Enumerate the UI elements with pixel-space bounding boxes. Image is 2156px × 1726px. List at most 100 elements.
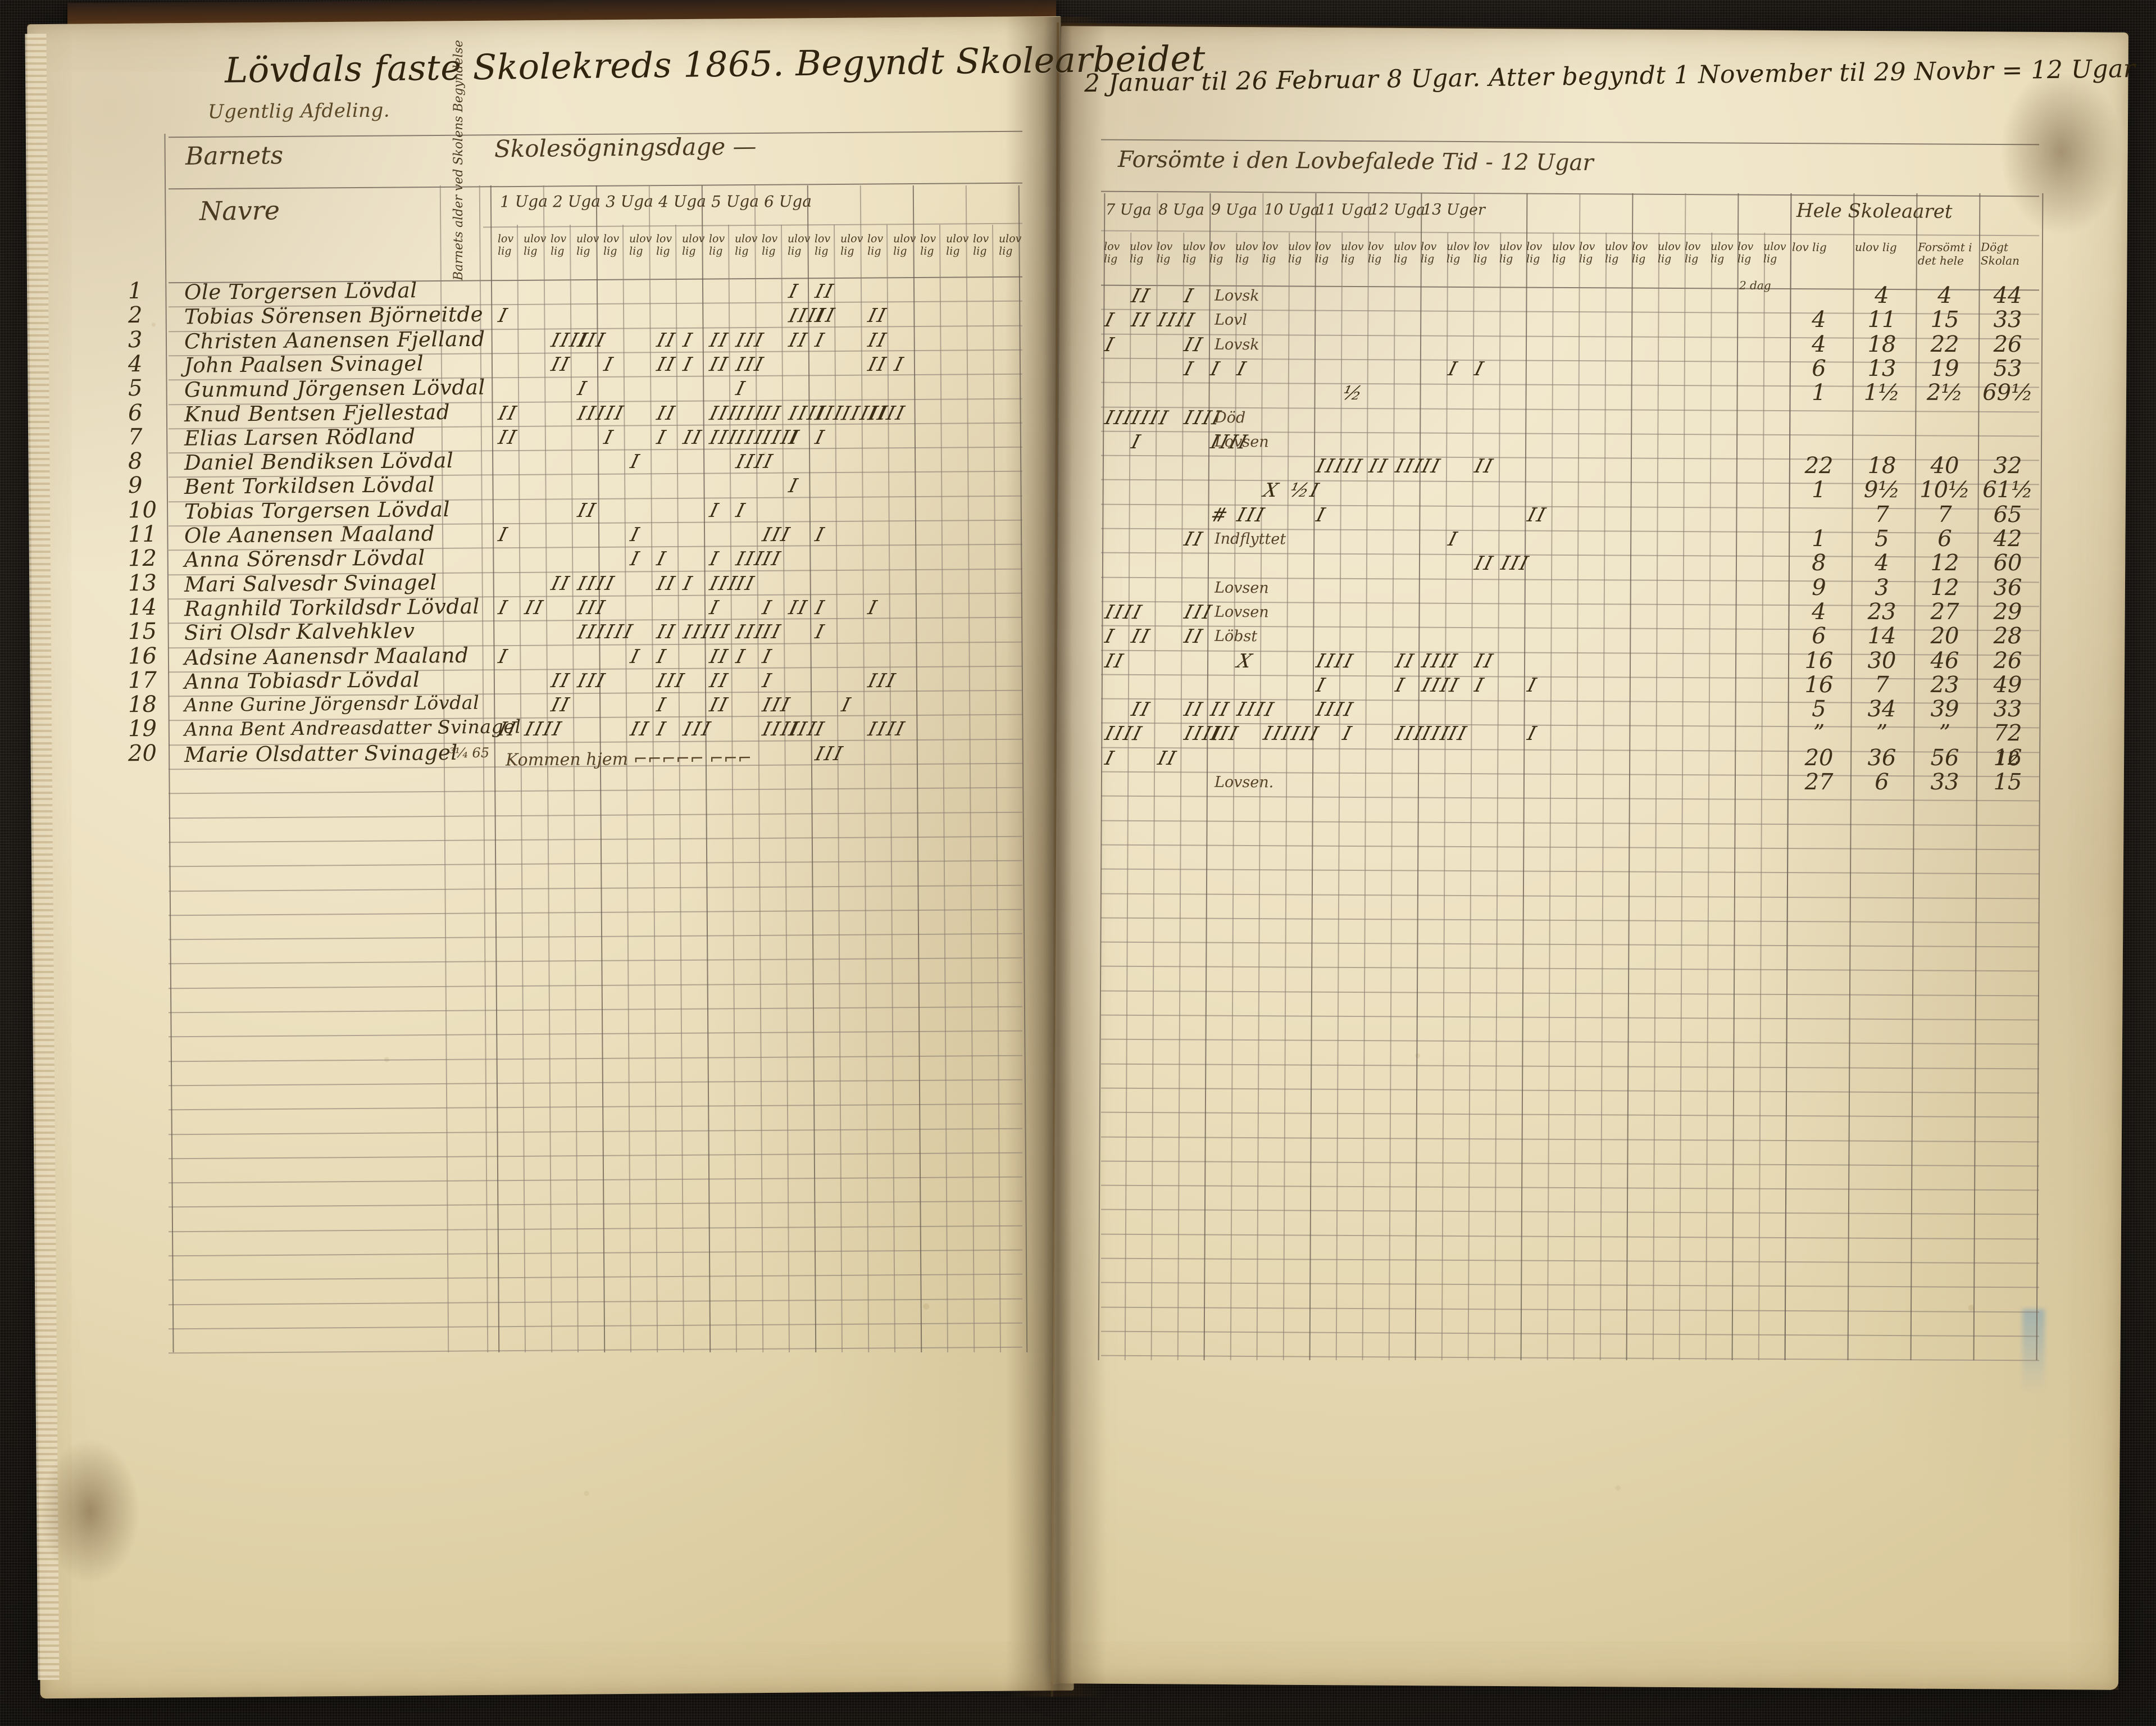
summary-value: 4 <box>1812 598 1826 625</box>
header-week-r13: 13 Uger <box>1422 201 1485 219</box>
summary-value: 20 <box>1930 623 1959 649</box>
absence-tally: III <box>1498 552 1532 575</box>
header-lawful-r7: lov lig <box>1103 240 1120 266</box>
summary-value: ” <box>1813 720 1825 747</box>
row-number: 14 <box>128 594 157 621</box>
row20-date: ³¹⁄₄ 65 <box>449 744 490 761</box>
summary-value: 4 <box>1812 331 1826 357</box>
header-lawful-1: lov lig <box>497 232 514 258</box>
absence-cell-note: Indflyttet <box>1214 530 1286 548</box>
absence-tally: IIII <box>1102 601 1145 624</box>
header-unlawful-r19: ulov lig <box>1763 240 1786 266</box>
row-number: 16 <box>128 643 157 669</box>
header-lawful-r18: lov lig <box>1684 240 1701 266</box>
absence-tally: IIIIII <box>1261 723 1322 746</box>
summary-value: 26 <box>1993 647 2022 674</box>
header-week-1: 1 Ugа <box>499 192 548 211</box>
header-unlawful-r15: ulov lig <box>1552 240 1575 266</box>
header-unlawful-r17: ulov lig <box>1657 240 1681 266</box>
header-unlawful-r10: ulov lig <box>1288 240 1311 266</box>
summary-value: 5 <box>1812 696 1826 723</box>
row-number: 10 <box>128 497 157 523</box>
absence-tally: IIII <box>1419 674 1462 697</box>
summary-value: 16 <box>1804 671 1834 698</box>
header-week-4: 4 Ugа <box>658 192 707 211</box>
summary-value: 1 <box>1812 477 1826 503</box>
summary-value: 61½ <box>1982 477 2033 503</box>
student-name: Ole Torgersen Lövdal <box>184 278 417 305</box>
row-number: 18 <box>128 691 157 718</box>
header-attendance-group: Skolesögningsdage — <box>494 132 757 163</box>
header-lawful-4: lov lig <box>656 232 672 258</box>
attendance-tally: IIIIII <box>575 620 636 644</box>
student-name: Bent Torkildsen Lövdal <box>184 473 435 499</box>
summary-value: 32 <box>1993 452 2022 479</box>
header-week-5: 5 Ugа <box>711 192 759 211</box>
row-number: 11 <box>128 521 157 548</box>
student-name: Mari Salvesdr Svinagel <box>184 570 438 597</box>
absence-tally: IIII <box>1155 309 1198 332</box>
header-lawful-r8: lov lig <box>1156 240 1173 266</box>
summary-value: 39 <box>1930 696 1959 723</box>
header-week-r9: 9 Ugа <box>1211 201 1258 219</box>
header-absence-group: Forsömte i den Lovbefalede Tid - 12 Ugar <box>1117 147 1594 176</box>
summary-value: 1 <box>1812 380 1826 406</box>
header-summary-0: lov lig <box>1791 240 1827 255</box>
header-lawful-r19: lov lig <box>1737 240 1754 266</box>
absence-cell-note: Död <box>1214 408 1246 426</box>
row-number: 7 <box>128 424 143 450</box>
header-lawful-r14: lov lig <box>1473 240 1490 266</box>
summary-value: 7 <box>1875 671 1889 698</box>
absence-cell-note: Lovsen. <box>1214 773 1274 792</box>
summary-value: 10½ <box>1919 477 1970 503</box>
header-lawful-r12: lov lig <box>1367 240 1384 266</box>
header-lawful-r15: lov lig <box>1526 240 1543 266</box>
attendance-tally: III <box>734 353 767 376</box>
attendance-tally: III <box>734 329 767 352</box>
row-number: 17 <box>128 667 157 694</box>
attendance-tally: III <box>575 329 609 352</box>
header-unlawful-r12: ulov lig <box>1393 240 1417 266</box>
header-unlawful-9: ulov lig <box>945 232 969 258</box>
header-unlawful-r16: ulov lig <box>1604 240 1628 266</box>
header-unlawful-r9: ulov lig <box>1235 240 1258 266</box>
summary-value: 18 <box>1867 452 1896 479</box>
attendance-tally: III <box>760 523 794 547</box>
summary-value: 13 <box>1867 355 1896 382</box>
attendance-tally: III <box>575 596 609 620</box>
row-number: 19 <box>128 716 157 742</box>
summary-value: 6 <box>1937 525 1952 552</box>
summary-value: 46 <box>1930 647 1959 674</box>
absence-cell-note: Lovsen <box>1214 433 1269 451</box>
absence-cell-note: Lovsk <box>1214 287 1259 305</box>
summary-value: 33 <box>1930 769 1959 796</box>
header-week-6: 6 Ugа <box>763 192 812 211</box>
header-lawful-r11: lov lig <box>1314 240 1331 266</box>
summary-value: 4 <box>1812 307 1826 333</box>
summary-value: 6 <box>1812 623 1826 649</box>
attendance-tally: III <box>575 669 609 693</box>
header-summary-1: ulov lig <box>1854 240 1897 255</box>
absence-tally: IIII <box>1129 406 1172 429</box>
summary-value: 18 <box>1867 331 1896 357</box>
header-summary-2: Forsömt i det hele <box>1917 240 1972 268</box>
summary-value: 40 <box>1930 452 1959 479</box>
header-lawful-r9: lov lig <box>1209 240 1226 266</box>
absence-tally: III <box>1234 503 1268 526</box>
header-lawful-r17: lov lig <box>1631 240 1648 266</box>
attendance-tally: IIII <box>575 572 618 595</box>
header-unlawful-3: ulov lig <box>629 232 652 258</box>
header-week-r8: 8 Ugа <box>1158 201 1205 219</box>
summary-value: 4 <box>1875 282 1889 309</box>
header-lawful-r13: lov lig <box>1420 240 1437 266</box>
summary-value: 27 <box>1804 769 1834 796</box>
summary-value: 29 <box>1993 598 2022 625</box>
absence-tally: IIII <box>1102 723 1145 746</box>
header-unlawful-r18: ulov lig <box>1710 240 1734 266</box>
absence-cell-note: Lovsen <box>1214 579 1269 597</box>
absence-tally: IIIII <box>1313 455 1366 478</box>
row-number: 3 <box>128 326 143 353</box>
row-number: 15 <box>128 618 157 645</box>
student-name: Daniel Bendiksen Lövdal <box>184 448 454 475</box>
student-name: Anna Tobiasdr Lövdal <box>184 667 420 694</box>
